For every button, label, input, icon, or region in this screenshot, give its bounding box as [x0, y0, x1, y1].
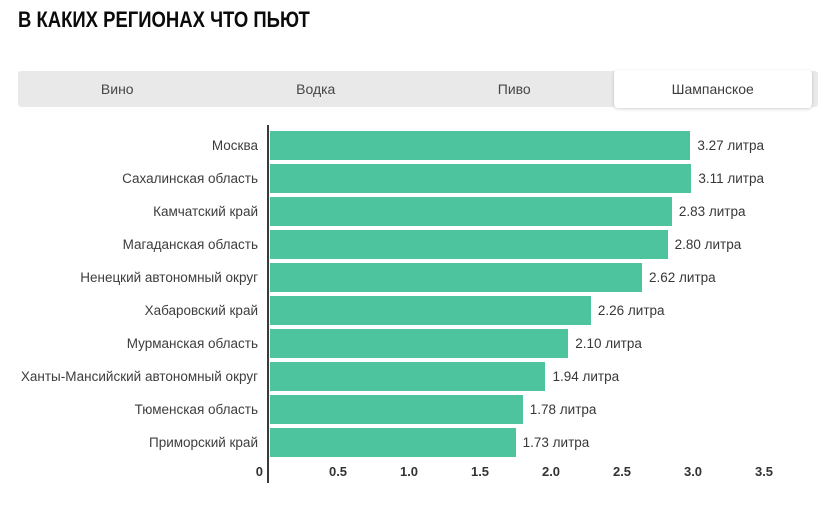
bar[interactable] [270, 362, 546, 391]
bar-track: 1.78 литра [267, 393, 764, 426]
bar-row: Ханты-Мансийский автономный округ 1.94 ли… [18, 360, 815, 393]
tab-wine[interactable]: Вино [100, 81, 134, 97]
value-label: 2.80 литра [674, 237, 742, 252]
tab-beer[interactable]: Пиво [497, 81, 531, 97]
bar-track: 2.80 литра [267, 228, 764, 261]
chart-rows: Москва 3.27 литра Сахалинская область 3.11 … [18, 129, 815, 459]
bar-row: Ненецкий автономный округ 2.62 литра [18, 261, 815, 294]
region-label: Камчатский край [153, 204, 258, 219]
x-axis-tick: 1.5 [470, 464, 490, 479]
bar-track: 2.26 литра [267, 294, 764, 327]
value-label: 3.11 литра [698, 171, 764, 186]
bar-row: Приморский край 1.73 литра [18, 426, 815, 459]
value-label: 2.62 литра [649, 270, 716, 285]
bar[interactable] [270, 230, 668, 259]
bar[interactable] [270, 329, 569, 358]
region-label: Ненецкий автономный округ [80, 270, 258, 285]
tab-vodka[interactable]: Водка [296, 81, 336, 97]
x-axis-tick: 2.5 [612, 464, 632, 479]
bar[interactable] [270, 263, 643, 292]
value-label: 1.78 литра [529, 402, 597, 417]
bar-row: Камчатский край 2.83 литра [18, 195, 815, 228]
value-label: 1.94 литра [552, 369, 620, 384]
x-axis-tick: 0 [255, 464, 263, 479]
bar-track: 2.10 литра [267, 327, 764, 360]
bar-row: Магаданская область 2.80 литра [18, 228, 815, 261]
bar-row: Мурманская область 2.10 литра [18, 327, 815, 360]
value-label: 1.73 литра [522, 435, 590, 450]
tab-champagne[interactable]: Шампанское [613, 70, 812, 108]
value-label: 2.10 литра [575, 336, 642, 351]
bar[interactable] [270, 395, 523, 424]
region-label: Тюменская область [134, 402, 258, 417]
bar-track: 2.83 литра [267, 195, 764, 228]
bar-row: Хабаровский край 2.26 литра [18, 294, 815, 327]
x-axis-tick: 1.0 [399, 464, 419, 479]
region-label: Мурманская область [126, 336, 258, 351]
value-label: 3.27 литра [697, 138, 764, 153]
x-axis-ticks: 0 0.5 1.0 1.5 2.0 2.5 3.0 3.5 [256, 459, 773, 483]
bar[interactable] [270, 131, 691, 160]
bar[interactable] [270, 197, 672, 226]
value-label: 2.26 литра [597, 303, 665, 318]
x-axis-tick: 3.0 [683, 464, 703, 479]
region-label: Сахалинская область [122, 171, 258, 186]
bar-row: Сахалинская область 3.11 литра [18, 162, 815, 195]
x-axis-tick: 3.5 [754, 464, 774, 479]
region-label: Приморский край [148, 435, 258, 450]
bar-track: 3.27 литра [267, 129, 764, 162]
x-axis-tick: 2.0 [541, 464, 561, 479]
x-axis-tick: 0.5 [328, 464, 348, 479]
x-axis-spacer [18, 459, 267, 483]
bar[interactable] [270, 296, 591, 325]
bar-track: 1.73 литра [267, 426, 764, 459]
bar-track: 3.11 литра [267, 162, 764, 195]
value-label: 2.83 литра [678, 204, 746, 219]
region-label: Магаданская область [122, 237, 258, 252]
champagne-bar-chart: Москва 3.27 литра Сахалинская область 3.11 … [18, 125, 815, 483]
region-label: Ханты-Мансийский автономный округ [20, 369, 258, 384]
region-label: Хабаровский край [144, 303, 258, 318]
x-axis: 0 0.5 1.0 1.5 2.0 2.5 3.0 3.5 [18, 459, 815, 483]
bar-track: 1.94 литра [267, 360, 764, 393]
tab-bar: Вино Водка Пиво Шампанское [18, 70, 818, 108]
region-label: Москва [211, 138, 258, 153]
bar-row: Тюменская область 1.78 литра [18, 393, 815, 426]
bar-track: 2.62 литра [267, 261, 764, 294]
y-axis-line [267, 125, 269, 483]
page-title: В КАКИХ РЕГИОНАХ ЧТО ПЬЮТ [18, 7, 310, 32]
bar[interactable] [270, 164, 692, 193]
bar-row: Москва 3.27 литра [18, 129, 815, 162]
bar[interactable] [270, 428, 516, 457]
